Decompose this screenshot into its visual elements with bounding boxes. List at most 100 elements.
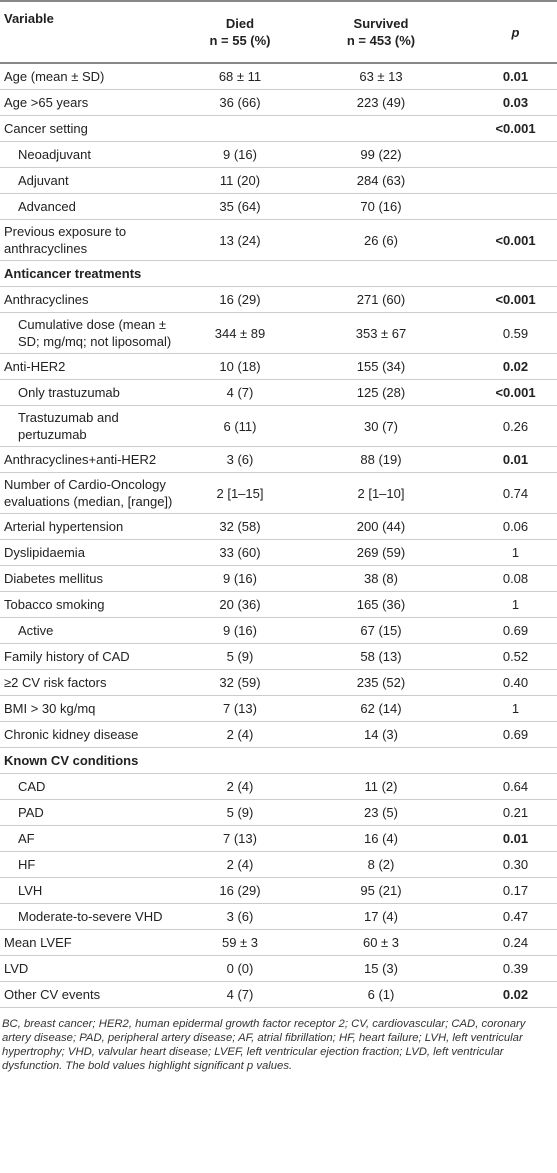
variable-cell: HF <box>0 851 192 878</box>
survived-cell: 15 (3) <box>288 955 474 982</box>
survived-cell: 165 (36) <box>288 591 474 618</box>
table-row: AF 7 (13) 16 (4) 0.01 <box>0 825 557 852</box>
table-row: Trastuzumab and pertuzumab 6 (11) 30 (7) 0.… <box>0 405 557 447</box>
died-cell: 2 [1–15] <box>192 472 288 514</box>
survived-cell: 271 (60) <box>288 286 474 313</box>
p-cell: 0.26 <box>474 405 557 447</box>
p-cell: 0.24 <box>474 929 557 956</box>
survived-cell: 200 (44) <box>288 513 474 540</box>
died-cell: 59 ± 3 <box>192 929 288 956</box>
table-row: Mean LVEF 59 ± 3 60 ± 3 0.24 <box>0 929 557 956</box>
variable-cell: Age >65 years <box>0 89 192 116</box>
survived-cell: 62 (14) <box>288 695 474 722</box>
p-cell: <0.001 <box>474 115 557 142</box>
table-row: Cumulative dose (mean ± SD; mg/mq; not l… <box>0 312 557 354</box>
table-row: Anthracyclines+anti-HER2 3 (6) 88 (19) 0.01 <box>0 446 557 473</box>
variable-cell: Number of Cardio-Oncology evaluations (m… <box>0 472 192 514</box>
table-row: Tobacco smoking 20 (36) 165 (36) 1 <box>0 591 557 618</box>
header-text: Survived <box>353 16 409 31</box>
table-body: Age (mean ± SD) 68 ± 11 63 ± 13 0.01 Age >65… <box>0 63 557 1008</box>
variable-cell: CAD <box>0 773 192 800</box>
p-cell: 0.01 <box>474 63 557 90</box>
survived-cell: 38 (8) <box>288 565 474 592</box>
p-cell: 0.39 <box>474 955 557 982</box>
variable-cell: Mean LVEF <box>0 929 192 956</box>
p-cell: 0.74 <box>474 472 557 514</box>
table-row: Advanced 35 (64) 70 (16) <box>0 193 557 220</box>
table-row: Anti-HER2 10 (18) 155 (34) 0.02 <box>0 353 557 380</box>
p-cell: 0.47 <box>474 903 557 930</box>
table-row: Arterial hypertension 32 (58) 200 (44) 0.06 <box>0 513 557 540</box>
died-cell: 9 (16) <box>192 617 288 644</box>
survived-cell: 2 [1–10] <box>288 472 474 514</box>
variable-cell: Active <box>0 617 192 644</box>
died-cell: 11 (20) <box>192 167 288 194</box>
table-row: LVD 0 (0) 15 (3) 0.39 <box>0 955 557 982</box>
table-row: LVH 16 (29) 95 (21) 0.17 <box>0 877 557 904</box>
died-cell: 13 (24) <box>192 219 288 261</box>
variable-cell: Neoadjuvant <box>0 141 192 168</box>
died-cell: 2 (4) <box>192 721 288 748</box>
variable-cell: Cumulative dose (mean ± SD; mg/mq; not l… <box>0 312 192 354</box>
p-cell <box>474 167 557 194</box>
variable-cell: Moderate-to-severe VHD <box>0 903 192 930</box>
data-table: Variable Died n = 55 (%) Survived n = 453 … <box>0 0 557 1008</box>
variable-cell: Known CV conditions <box>0 747 192 774</box>
died-cell: 7 (13) <box>192 825 288 852</box>
p-cell: 0.52 <box>474 643 557 670</box>
died-cell <box>192 260 288 287</box>
survived-cell <box>288 747 474 774</box>
survived-cell: 6 (1) <box>288 981 474 1008</box>
p-cell <box>474 747 557 774</box>
table-row: ≥2 CV risk factors 32 (59) 235 (52) 0.40 <box>0 669 557 696</box>
died-cell: 9 (16) <box>192 565 288 592</box>
survived-cell: 14 (3) <box>288 721 474 748</box>
survived-cell <box>288 115 474 142</box>
died-cell: 2 (4) <box>192 851 288 878</box>
header-text: n = 55 (%) <box>209 33 271 48</box>
survived-cell: 11 (2) <box>288 773 474 800</box>
died-cell: 32 (58) <box>192 513 288 540</box>
table-row: Moderate-to-severe VHD 3 (6) 17 (4) 0.47 <box>0 903 557 930</box>
p-cell <box>474 141 557 168</box>
variable-cell: Anti-HER2 <box>0 353 192 380</box>
survived-cell: 284 (63) <box>288 167 474 194</box>
died-cell: 5 (9) <box>192 643 288 670</box>
table-row: Dyslipidaemia 33 (60) 269 (59) 1 <box>0 539 557 566</box>
died-cell: 9 (16) <box>192 141 288 168</box>
died-cell: 10 (18) <box>192 353 288 380</box>
variable-cell: ≥2 CV risk factors <box>0 669 192 696</box>
survived-cell: 223 (49) <box>288 89 474 116</box>
survived-cell: 88 (19) <box>288 446 474 473</box>
survived-cell: 17 (4) <box>288 903 474 930</box>
died-cell: 5 (9) <box>192 799 288 826</box>
survived-cell: 26 (6) <box>288 219 474 261</box>
header-text: n = 453 (%) <box>346 33 416 48</box>
variable-cell: Age (mean ± SD) <box>0 63 192 90</box>
died-cell: 20 (36) <box>192 591 288 618</box>
survived-cell: 99 (22) <box>288 141 474 168</box>
header-cell: Survived n = 453 (%) <box>288 0 474 64</box>
died-cell: 3 (6) <box>192 903 288 930</box>
header-cell: p <box>474 0 557 64</box>
p-cell: <0.001 <box>474 219 557 261</box>
died-cell: 344 ± 89 <box>192 312 288 354</box>
survived-cell: 95 (21) <box>288 877 474 904</box>
p-cell: 0.59 <box>474 312 557 354</box>
variable-cell: PAD <box>0 799 192 826</box>
survived-cell: 23 (5) <box>288 799 474 826</box>
variable-cell: Cancer setting <box>0 115 192 142</box>
p-cell: 1 <box>474 695 557 722</box>
table-row: Age (mean ± SD) 68 ± 11 63 ± 13 0.01 <box>0 63 557 90</box>
survived-cell: 269 (59) <box>288 539 474 566</box>
header-text: Died <box>225 16 255 31</box>
p-cell: <0.001 <box>474 286 557 313</box>
p-cell: 0.02 <box>474 353 557 380</box>
variable-cell: Only trastuzumab <box>0 379 192 406</box>
table-row: Other CV events 4 (7) 6 (1) 0.02 <box>0 981 557 1008</box>
p-cell <box>474 193 557 220</box>
variable-cell: Adjuvant <box>0 167 192 194</box>
died-cell <box>192 115 288 142</box>
p-cell: 0.03 <box>474 89 557 116</box>
